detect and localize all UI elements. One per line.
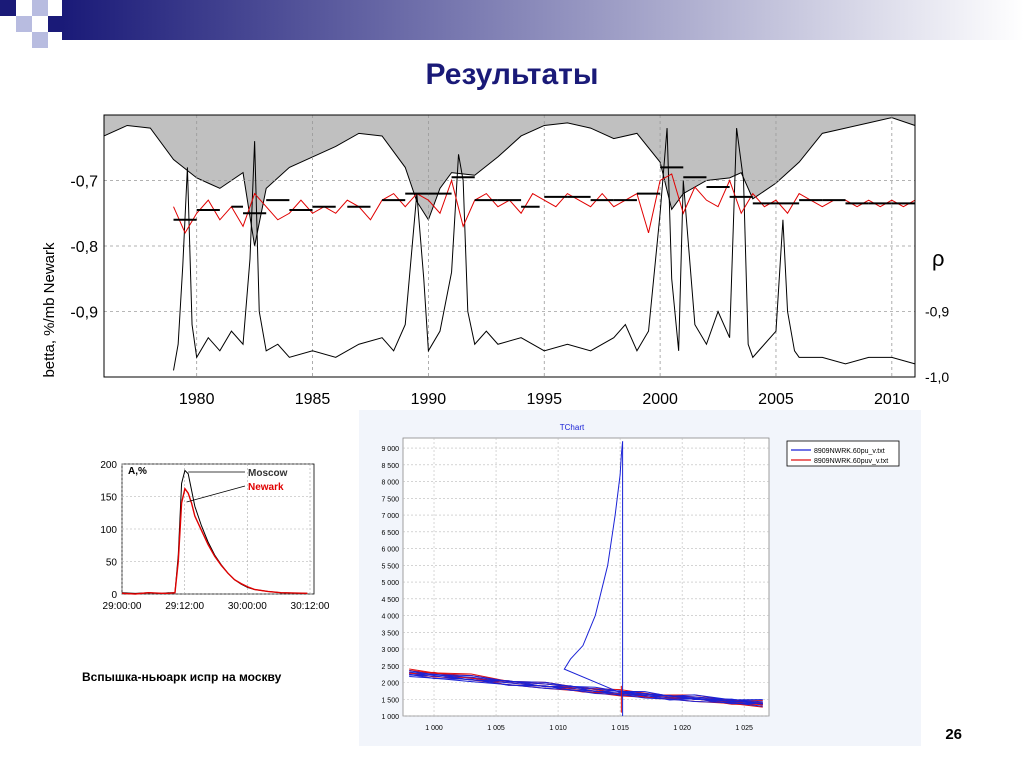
tchart-y-tick-label: 4 500 <box>381 597 399 604</box>
right-tick-label: -1,0 <box>925 369 949 385</box>
envelope-area <box>104 115 915 246</box>
legend-label-moscow: Moscow <box>248 468 288 479</box>
tchart-x-tick-label: 1 000 <box>425 725 443 732</box>
tchart-y-tick-label: 3 000 <box>381 647 399 654</box>
tchart-y-tick-label: 3 500 <box>381 630 399 637</box>
tchart-y-tick-label: 5 500 <box>381 563 399 570</box>
tchart-legend-box <box>786 440 900 467</box>
flare-y-tick-label: 200 <box>100 460 117 471</box>
x-tick-label: 2010 <box>874 391 910 408</box>
header-square <box>0 0 16 16</box>
flare-x-tick-label: 29:00:00 <box>103 601 142 612</box>
tchart: TChart 9 000 8 500 8 000 7 500 7 000 6 500 6 00… <box>381 423 900 732</box>
tchart-y-tick-label: 7 000 <box>381 513 399 520</box>
flare-x-tick-label: 29:12:00 <box>165 601 204 612</box>
flare-y-tick-label: 0 <box>111 590 117 601</box>
tchart-y-tick-label: 4 000 <box>381 614 399 621</box>
tchart-band-blue <box>409 675 763 707</box>
header-gradient-bar <box>62 0 1024 40</box>
tchart-title: TChart <box>560 423 585 432</box>
tchart-y-tick-label: 5 000 <box>381 580 399 587</box>
legend-leader-newark <box>186 485 246 503</box>
tchart-x-tick-label: 1 005 <box>487 725 505 732</box>
tchart-y-tick-label: 8 500 <box>381 463 399 470</box>
flare-chart: 200 150 100 50 029:00:00 29:12:00 30:00:00 30:1… <box>100 460 330 612</box>
x-tick-label: 1990 <box>411 391 447 408</box>
tchart-y-tick-label: 6 500 <box>381 530 399 537</box>
flare-x-tick-label: 30:12:00 <box>291 601 330 612</box>
page-number: 26 <box>945 726 962 743</box>
betta-series-line <box>173 173 916 234</box>
tchart-y-tick-label: 8 000 <box>381 480 399 487</box>
tchart-legend-label: 8909NWRK.60pu_v.txt <box>814 448 885 455</box>
tchart-y-tick-label: 2 000 <box>381 681 399 688</box>
header-square <box>32 32 48 48</box>
tchart-plot-area <box>402 437 770 717</box>
tchart-y-tick-label: 2 500 <box>381 664 399 671</box>
flare-y-tick-label: 100 <box>100 525 117 536</box>
x-tick-label: 1980 <box>179 391 215 408</box>
y-tick-label: -0,8 <box>70 239 98 256</box>
flare-series-newark <box>121 487 308 595</box>
legend-label-newark: Newark <box>248 482 284 493</box>
header-square <box>48 16 64 32</box>
tchart-profile-blue <box>563 441 763 704</box>
tchart-band-blue <box>409 671 763 703</box>
tchart-band-blue <box>409 670 763 701</box>
header-square <box>16 16 32 32</box>
tchart-y-tick-label: 1 500 <box>381 697 399 704</box>
flare-title: A,% <box>128 466 147 477</box>
slide-title: Результаты <box>425 58 599 91</box>
tchart-y-tick-label: 9 000 <box>381 446 399 453</box>
tchart-x-tick-label: 1 015 <box>611 725 629 732</box>
y-axis-label: betta, %/mb Newark <box>41 242 58 378</box>
tchart-x-tick-label: 1 020 <box>673 725 691 732</box>
tchart-legend-label: 8909NWRK.60puv_v.txt <box>814 458 888 465</box>
tchart-y-tick-label: 1 000 <box>381 714 399 721</box>
flare-y-tick-label: 50 <box>106 558 118 569</box>
right-axis-label: ρ <box>932 246 945 271</box>
x-tick-label: 1995 <box>526 391 562 408</box>
header-square <box>32 0 48 16</box>
tchart-band-blue <box>409 673 763 705</box>
tchart-x-tick-label: 1 025 <box>735 725 753 732</box>
flare-x-tick-label: 30:00:00 <box>228 601 267 612</box>
y-tick-label: -0,7 <box>70 174 98 191</box>
tchart-y-tick-label: 7 500 <box>381 496 399 503</box>
x-tick-label: 2000 <box>642 391 678 408</box>
tchart-y-tick-label: 6 000 <box>381 547 399 554</box>
x-tick-label: 2005 <box>758 391 794 408</box>
flare-caption: Вспышка-ньюарк испр на москву <box>82 670 282 684</box>
plot-frame <box>103 114 916 378</box>
y-tick-label: -0,9 <box>70 305 98 322</box>
rho-series-line <box>173 128 916 371</box>
header-decoration <box>0 0 1024 48</box>
x-tick-label: 1985 <box>295 391 331 408</box>
tchart-x-tick-label: 1 010 <box>549 725 567 732</box>
right-tick-label: -0,9 <box>925 304 949 320</box>
main-chart: 1980 1985 1990 1995 2000 2005 2010 -0,7 -0,8 -0,9… <box>41 114 949 408</box>
envelope-line <box>103 117 916 247</box>
flare-y-tick-label: 150 <box>100 493 117 504</box>
